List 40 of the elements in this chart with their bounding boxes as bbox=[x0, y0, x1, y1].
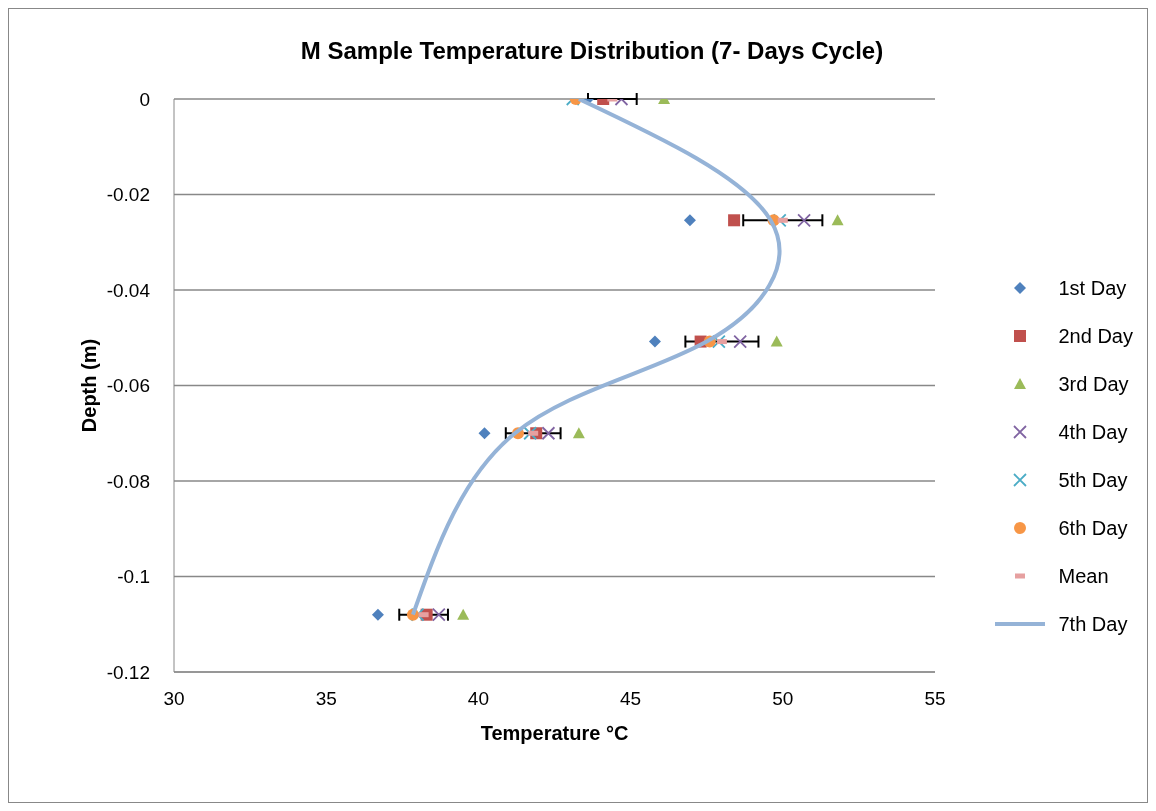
point bbox=[371, 608, 384, 621]
y-tick-label: -0.02 bbox=[106, 184, 150, 206]
point bbox=[457, 608, 470, 620]
point bbox=[541, 426, 556, 441]
point bbox=[733, 334, 748, 349]
legend-label: 4th Day bbox=[1058, 420, 1128, 444]
legend-label: 5th Day bbox=[1058, 468, 1128, 492]
chart-title: M Sample Temperature Distribution (7- Days Cycle) bbox=[299, 37, 885, 65]
legend-label: 2nd Day bbox=[1058, 324, 1133, 348]
y-tick-label: -0.1 bbox=[117, 566, 150, 588]
point bbox=[770, 335, 783, 347]
y-tick-label: -0.04 bbox=[106, 279, 151, 301]
point bbox=[683, 214, 696, 227]
point bbox=[478, 427, 491, 440]
x-tick-label: 30 bbox=[163, 688, 185, 710]
x-tick-label: 50 bbox=[772, 688, 794, 710]
x-tick-label: 35 bbox=[315, 688, 337, 710]
x-tick-label: 45 bbox=[620, 688, 642, 710]
y-tick-label: -0.08 bbox=[106, 470, 150, 492]
point bbox=[410, 607, 425, 622]
legend-label: 1st Day bbox=[1058, 276, 1127, 300]
point bbox=[572, 427, 585, 439]
point bbox=[831, 214, 844, 226]
point bbox=[523, 426, 538, 441]
point bbox=[728, 214, 741, 227]
legend-label: 3rd Day bbox=[1058, 372, 1129, 396]
point bbox=[711, 334, 726, 349]
point bbox=[431, 607, 446, 622]
y-tick-label: -0.06 bbox=[106, 375, 150, 397]
x-tick-label: 55 bbox=[924, 688, 946, 710]
x-tick-label: 40 bbox=[467, 688, 489, 710]
y-tick-label: 0 bbox=[139, 88, 150, 110]
y-tick-label: -0.12 bbox=[106, 661, 150, 683]
legend-label: Mean bbox=[1058, 564, 1109, 588]
legend-label: 6th Day bbox=[1058, 516, 1128, 540]
legend-label: 7th Day bbox=[1058, 612, 1128, 636]
point bbox=[648, 335, 661, 348]
x-axis-title: Temperature °C bbox=[480, 722, 629, 744]
point bbox=[797, 213, 812, 228]
y-axis-title: Depth (m) bbox=[78, 338, 101, 433]
